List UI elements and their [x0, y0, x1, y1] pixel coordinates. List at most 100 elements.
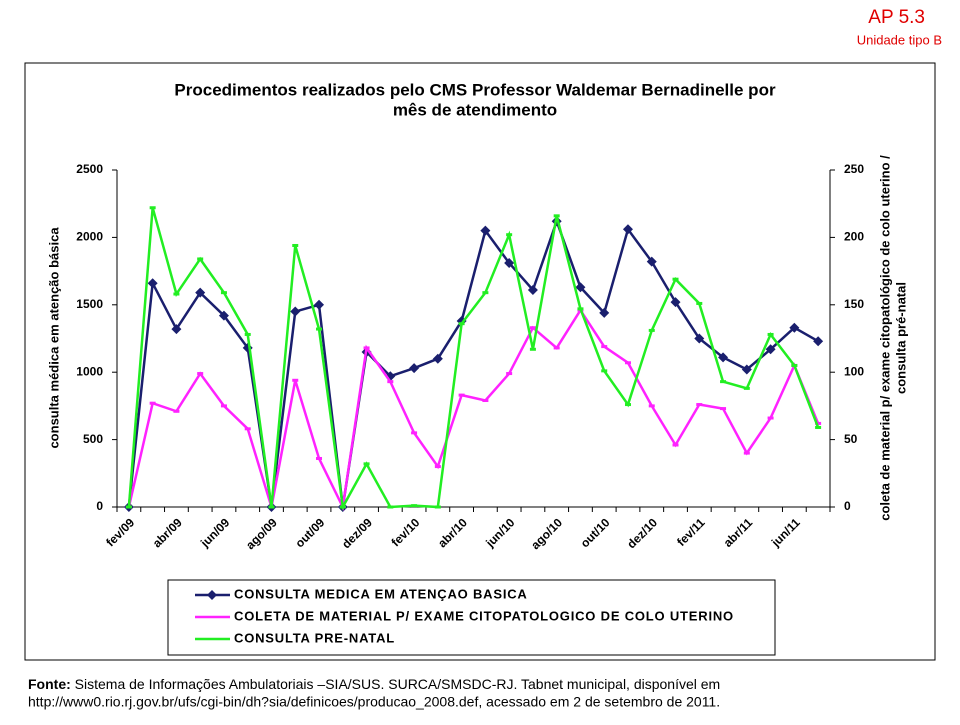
- y-tick-label: 500: [83, 432, 103, 446]
- data-point: [601, 369, 608, 373]
- data-point: [290, 306, 301, 317]
- legend-swatch: [207, 590, 217, 600]
- data-point: [624, 403, 631, 407]
- data-point: [791, 363, 798, 367]
- data-point: [672, 277, 679, 281]
- data-point: [292, 378, 299, 382]
- data-point: [125, 505, 132, 509]
- y-tick-label: 1000: [76, 364, 103, 378]
- x-tick-label: dez/10: [624, 515, 660, 551]
- data-point: [411, 431, 418, 435]
- data-point: [767, 332, 774, 336]
- x-tick-label: jun/09: [197, 515, 232, 550]
- data-point: [622, 224, 633, 235]
- data-point: [601, 345, 608, 349]
- footer: Fonte: Sistema de Informações Ambulatori…: [28, 676, 720, 692]
- legend-label: COLETA DE MATERIAL P/ EXAME CITOPATOLOGI…: [234, 608, 734, 623]
- data-point: [434, 505, 441, 509]
- data-point: [624, 361, 631, 365]
- data-point: [815, 421, 822, 425]
- y-tick-label: 0: [96, 499, 103, 513]
- data-point: [147, 278, 158, 289]
- data-point: [195, 287, 206, 298]
- data-point: [339, 505, 346, 509]
- data-point: [506, 233, 513, 237]
- y-tick-label: 1500: [76, 297, 103, 311]
- y-tick-label: 2000: [76, 230, 103, 244]
- footer-label: Fonte:: [28, 676, 71, 692]
- x-tick-label: ago/09: [243, 515, 280, 552]
- data-point: [720, 380, 727, 384]
- chart-title: Procedimentos realizados pelo CMS Profes…: [174, 80, 776, 99]
- data-point: [813, 336, 824, 347]
- data-point: [553, 214, 560, 218]
- x-tick-label: jun/11: [768, 515, 803, 550]
- x-tick-label: jun/10: [482, 515, 517, 550]
- data-point: [458, 322, 465, 326]
- data-point: [434, 465, 441, 469]
- data-point: [480, 225, 491, 236]
- data-point: [173, 409, 180, 413]
- legend-label: CONSULTA MEDICA EM ATENÇAO BASICA: [234, 586, 528, 601]
- data-point: [268, 505, 275, 509]
- data-point: [696, 403, 703, 407]
- data-point: [197, 372, 204, 376]
- data-point: [387, 380, 394, 384]
- x-tick-label: fev/09: [103, 515, 137, 549]
- data-point: [575, 282, 586, 293]
- data-point: [527, 284, 538, 295]
- data-point: [529, 326, 536, 330]
- y2-tick-label: 200: [844, 230, 864, 244]
- legend-label: CONSULTA PRE-NATAL: [234, 630, 395, 645]
- data-point: [411, 504, 418, 508]
- data-point: [599, 307, 610, 318]
- data-point: [815, 425, 822, 429]
- data-point: [672, 443, 679, 447]
- data-point: [553, 346, 560, 350]
- data-point: [458, 393, 465, 397]
- y2-tick-label: 150: [844, 297, 864, 311]
- y2-tick-label: 50: [844, 432, 858, 446]
- y2-tick-label: 0: [844, 499, 851, 513]
- data-point: [646, 256, 657, 267]
- series-line: [127, 217, 819, 508]
- y2-tick-label: 100: [844, 364, 864, 378]
- y2-axis-label: consulta pré-natal: [893, 282, 908, 394]
- data-point: [670, 297, 681, 308]
- data-point: [506, 372, 513, 376]
- y2-tick-label: 250: [844, 162, 864, 176]
- data-point: [432, 353, 443, 364]
- data-point: [220, 291, 227, 295]
- data-point: [648, 328, 655, 332]
- data-point: [718, 352, 729, 363]
- data-point: [577, 307, 584, 311]
- data-point: [482, 291, 489, 295]
- header-subtitle: Unidade tipo B: [857, 32, 942, 47]
- legend: [167, 579, 776, 656]
- data-point: [694, 333, 705, 344]
- x-tick-label: abr/09: [150, 515, 185, 550]
- y-tick-label: 2500: [76, 162, 103, 176]
- x-tick-label: dez/09: [339, 515, 375, 551]
- data-point: [149, 401, 156, 405]
- data-point: [197, 257, 204, 261]
- data-point: [363, 346, 370, 350]
- y-axis-label: consulta médica em atenção básica: [46, 227, 61, 449]
- data-point: [767, 416, 774, 420]
- y2-axis-label: coleta de material p/ exame citopatológi…: [877, 155, 892, 521]
- data-point: [720, 407, 727, 411]
- chart-frame: [24, 62, 936, 661]
- chart-title: mês de atendimento: [393, 100, 557, 119]
- data-point: [218, 310, 229, 321]
- data-point: [244, 427, 251, 431]
- data-point: [316, 456, 323, 460]
- x-tick-label: out/09: [292, 515, 327, 550]
- footer-text: Sistema de Informações Ambulatoriais –SI…: [75, 676, 721, 692]
- data-point: [149, 206, 156, 210]
- data-point: [765, 344, 776, 355]
- data-point: [244, 332, 251, 336]
- footer-text: http://www0.rio.rj.gov.br/ufs/cgi-bin/dh…: [28, 694, 720, 710]
- data-point: [409, 363, 420, 374]
- data-point: [789, 322, 800, 333]
